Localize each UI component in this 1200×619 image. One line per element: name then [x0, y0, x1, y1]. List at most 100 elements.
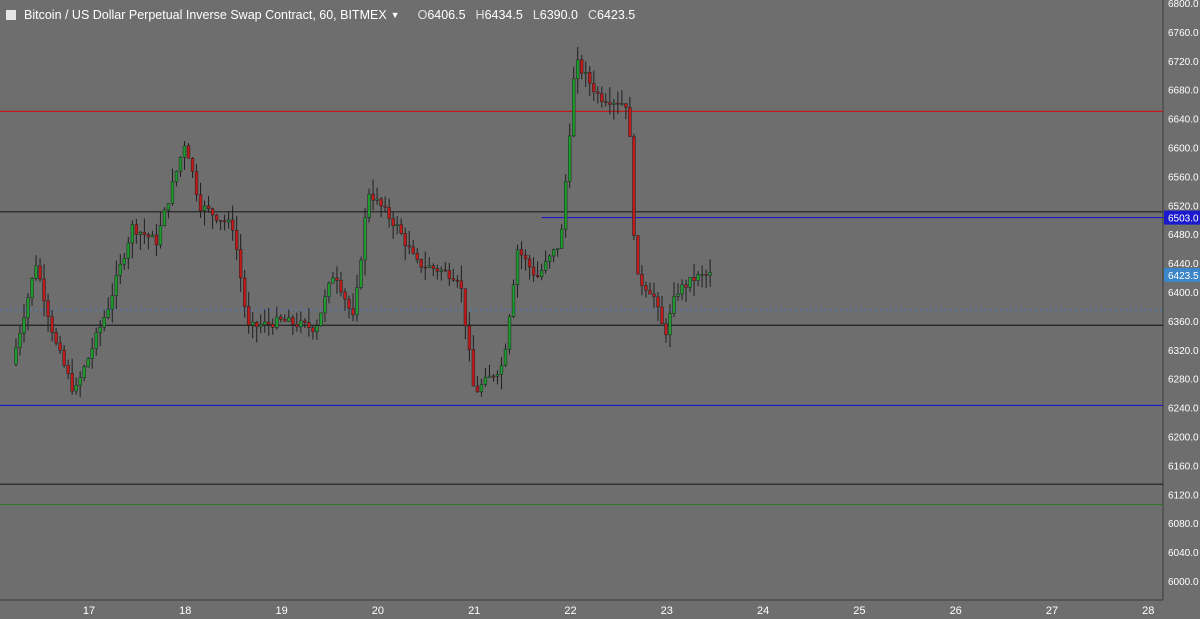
candle-up: [427, 265, 431, 268]
candle-up: [18, 332, 22, 348]
candle-down: [335, 277, 339, 281]
x-tick-label: 17: [83, 605, 95, 617]
candle-down: [214, 214, 219, 221]
candle-down: [471, 349, 476, 387]
candle-up: [166, 203, 171, 211]
candle-down: [62, 350, 66, 366]
candle-down: [206, 205, 211, 210]
candle-down: [407, 245, 411, 248]
candle-up: [503, 348, 508, 366]
candle-up: [182, 145, 187, 158]
candle-up: [556, 248, 560, 250]
candle-down: [351, 308, 355, 316]
candle-down: [519, 249, 524, 256]
candle-up: [576, 59, 580, 80]
candle-down: [339, 280, 343, 293]
candle-up: [114, 274, 118, 296]
symbol-title[interactable]: Bitcoin / US Dollar Perpetual Inverse Sw…: [24, 8, 387, 22]
candle-down: [142, 232, 147, 235]
ohlc-low: L6390.0: [532, 8, 578, 22]
candle-up: [251, 321, 255, 326]
candle-down: [704, 274, 708, 276]
candle-down: [134, 224, 139, 235]
candle-down: [463, 288, 468, 327]
candle-up: [327, 282, 331, 298]
x-tick-label: 26: [950, 605, 962, 617]
candle-up: [620, 103, 624, 105]
candle-up: [22, 317, 26, 334]
candle-up: [287, 317, 291, 322]
candle-down: [66, 365, 70, 374]
candle-down: [379, 198, 383, 207]
candle-down: [527, 258, 532, 268]
candle-down: [243, 277, 247, 307]
chart-legend: Bitcoin / US Dollar Perpetual Inverse Sw…: [6, 6, 635, 24]
candle-up: [178, 157, 183, 172]
candle-down: [608, 102, 612, 105]
candle-down: [198, 194, 203, 212]
y-tick-label: 6680.0: [1168, 86, 1199, 97]
candle-down: [255, 321, 259, 328]
candle-up: [499, 365, 504, 375]
candle-down: [38, 265, 42, 280]
candle-down: [42, 278, 46, 302]
ohlc-high: H6434.5: [475, 8, 523, 22]
candle-up: [511, 284, 516, 317]
chevron-down-icon[interactable]: ▼: [390, 10, 400, 20]
candle-down: [383, 205, 387, 208]
candle-up: [74, 384, 78, 392]
candle-down: [295, 324, 299, 328]
candle-up: [315, 325, 319, 333]
candle-down: [291, 317, 295, 325]
candle-down: [154, 234, 159, 246]
candle-up: [170, 181, 175, 204]
candle-down: [628, 107, 632, 137]
candle-down: [523, 254, 528, 260]
candle-up: [319, 312, 323, 327]
candle-down: [640, 273, 644, 286]
candle-up: [150, 234, 155, 238]
candle-up: [82, 366, 86, 378]
x-tick-label: 25: [853, 605, 865, 617]
candle-down: [636, 235, 640, 275]
candle-up: [118, 263, 122, 276]
x-tick-label: 23: [661, 605, 673, 617]
candle-down: [431, 265, 435, 269]
candle-down: [604, 101, 608, 103]
y-tick-label: 6200.0: [1168, 433, 1199, 444]
level-price-tag[interactable]: [1164, 210, 1200, 225]
candle-down: [146, 234, 151, 238]
candle-down: [347, 299, 351, 309]
candle-up: [568, 135, 572, 182]
candle-down: [311, 327, 315, 333]
candle-down: [491, 375, 496, 378]
candle-up: [375, 198, 379, 201]
y-tick-label: 6400.0: [1168, 288, 1199, 299]
y-tick-label: 6520.0: [1168, 201, 1199, 212]
candle-down: [371, 193, 375, 201]
candle-up: [495, 374, 500, 377]
y-tick-label: 6560.0: [1168, 172, 1199, 183]
symbol-color-square: [6, 10, 16, 20]
candle-down: [475, 385, 480, 393]
candle-down: [186, 145, 191, 159]
last-price-tag[interactable]: [1164, 268, 1200, 283]
candle-down: [58, 342, 62, 351]
candle-down: [267, 321, 271, 325]
candle-up: [355, 287, 359, 316]
candle-down: [467, 325, 472, 350]
candle-up: [26, 297, 30, 319]
candle-down: [46, 300, 50, 317]
candle-up: [226, 219, 231, 223]
candle-down: [283, 319, 287, 322]
candle-up: [367, 193, 371, 218]
candle-up: [263, 321, 267, 326]
y-tick-label: 6640.0: [1168, 115, 1199, 126]
y-tick-label: 6080.0: [1168, 519, 1199, 530]
candle-down: [656, 296, 660, 308]
y-tick-label: 6800.0: [1168, 0, 1199, 10]
candle-up: [130, 224, 134, 244]
candle-down: [54, 332, 58, 344]
candle-down: [459, 280, 464, 289]
